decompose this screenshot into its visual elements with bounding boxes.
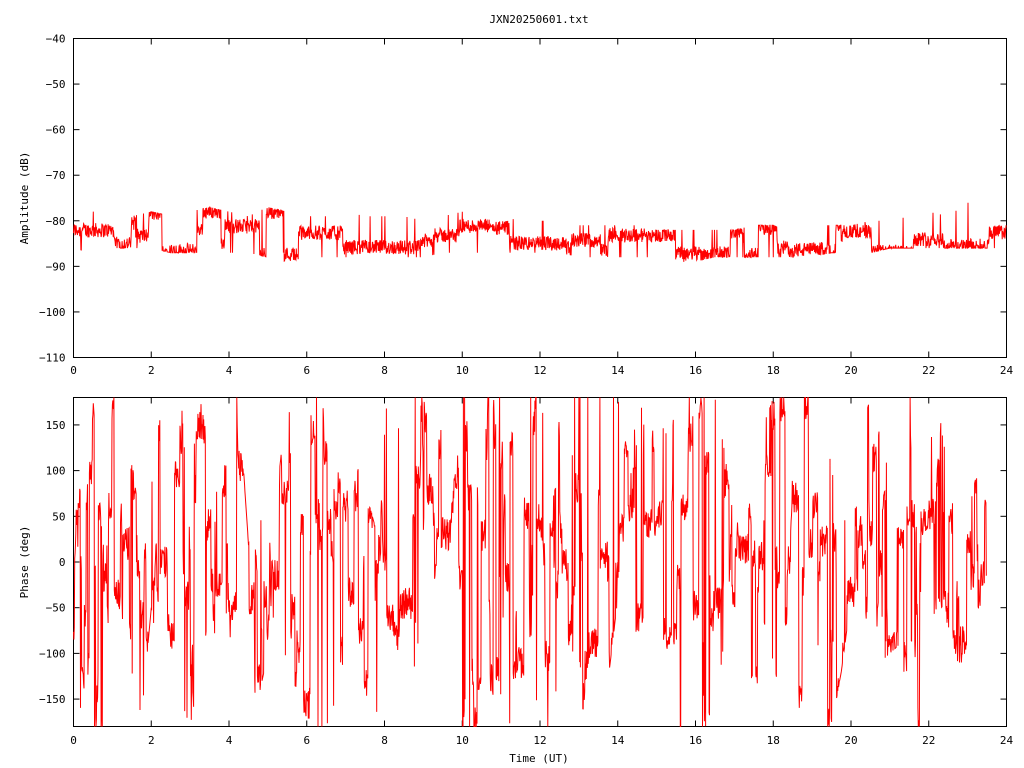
phase-x-tick-label: 12 <box>533 734 546 747</box>
amp-y-tick-label: −90 <box>46 260 66 273</box>
phase-series-line <box>73 397 987 727</box>
amp-x-tick-label: 6 <box>303 364 310 377</box>
phase-x-tick-label: 0 <box>70 734 77 747</box>
phase-x-tick-label: 18 <box>767 734 780 747</box>
phase-x-tick-label: 10 <box>456 734 469 747</box>
amp-y-tick-label: −80 <box>46 215 66 228</box>
phase-y-tick-label: −50 <box>46 602 66 615</box>
phase-y-tick-label: 0 <box>59 556 66 569</box>
amp-y-tick-label: −50 <box>46 78 66 91</box>
amp-x-tick-label: 12 <box>533 364 546 377</box>
phase-x-tick-label: 24 <box>1000 734 1014 747</box>
phase-x-tick-label: 14 <box>611 734 625 747</box>
amplitude-y-axis-label: Amplitude (dB) <box>18 152 31 245</box>
phase-y-tick-label: 150 <box>46 419 66 432</box>
amp-x-tick-label: 20 <box>844 364 857 377</box>
x-axis-label: Time (UT) <box>509 752 569 765</box>
phase-y-tick-label: −150 <box>39 693 66 706</box>
phase-y-tick-label: 50 <box>52 510 65 523</box>
phase-x-tick-label: 20 <box>844 734 857 747</box>
phase-x-tick-label: 4 <box>226 734 233 747</box>
amp-x-tick-label: 0 <box>70 364 77 377</box>
phase-trace <box>73 397 987 727</box>
amp-y-tick-label: −70 <box>46 169 66 182</box>
phase-x-tick-label: 8 <box>381 734 388 747</box>
amp-y-tick-label: −100 <box>39 306 66 319</box>
phase-x-tick-label: 6 <box>303 734 310 747</box>
phase-axis-ticks: 0 2 4 6 8 10 12 14 16 18 20 22 24150100500−50−100−15… <box>39 397 1014 747</box>
amp-x-tick-label: 22 <box>922 364 935 377</box>
amp-x-tick-label: 18 <box>767 364 780 377</box>
amp-x-tick-label: 2 <box>148 364 155 377</box>
amp-x-tick-label: 10 <box>456 364 469 377</box>
phase-x-tick-label: 16 <box>689 734 702 747</box>
amplitude-panel: 0 2 4 6 8 10 12 14 16 18 20 22 24−40−50−60−70−80−90−… <box>18 33 1013 378</box>
phase-x-tick-label: 2 <box>148 734 155 747</box>
amp-y-tick-label: −60 <box>46 124 66 137</box>
phase-y-tick-label: −100 <box>39 647 66 660</box>
chart-title: JXN20250601.txt <box>489 13 588 26</box>
amp-x-tick-label: 4 <box>226 364 233 377</box>
phase-x-tick-label: 22 <box>922 734 935 747</box>
phase-panel: 0 2 4 6 8 10 12 14 16 18 20 22 24150100500−50−100−15… <box>18 397 1014 765</box>
amp-x-tick-label: 14 <box>611 364 625 377</box>
amp-y-tick-label: −110 <box>39 352 66 365</box>
phase-y-tick-label: 100 <box>46 465 66 478</box>
phase-y-axis-label: Phase (deg) <box>18 526 31 599</box>
amp-x-tick-label: 8 <box>381 364 388 377</box>
amp-y-tick-label: −40 <box>46 33 66 46</box>
amp-x-tick-label: 16 <box>689 364 702 377</box>
amplitude-trace <box>73 202 1007 262</box>
amp-series-line <box>73 202 1007 262</box>
amplitude-axis-ticks: 0 2 4 6 8 10 12 14 16 18 20 22 24−40−50−60−70−80−90−… <box>39 33 1013 378</box>
amp-x-tick-label: 24 <box>1000 364 1014 377</box>
